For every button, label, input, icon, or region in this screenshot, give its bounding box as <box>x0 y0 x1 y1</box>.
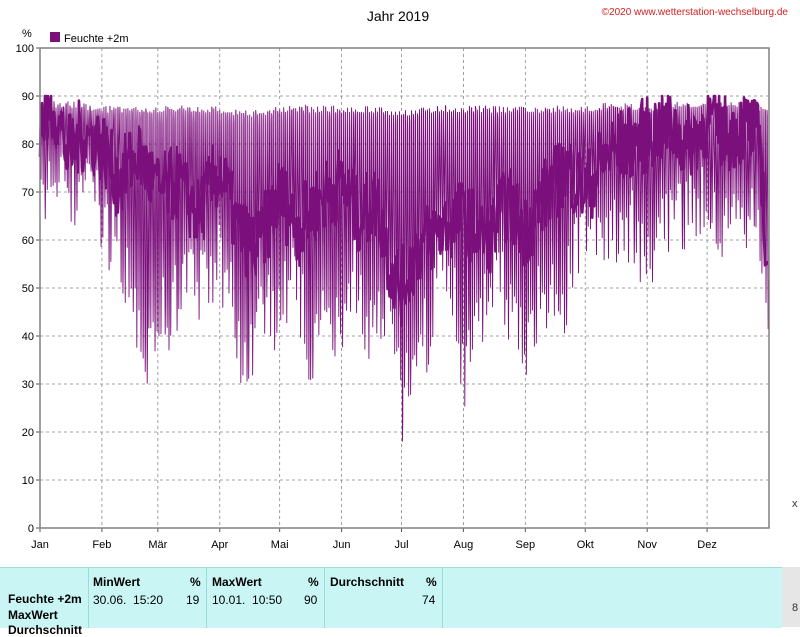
x-tick-label: Jan <box>31 539 49 551</box>
x-tick-label: Jul <box>394 539 408 551</box>
stats-label-column <box>0 568 89 628</box>
max-datetime: 10.01. 10:50 <box>212 593 283 607</box>
y-tick-label: 100 <box>16 43 34 55</box>
y-tick-label: 30 <box>22 379 34 391</box>
y-tick-label: 20 <box>22 427 34 439</box>
series-humidity <box>38 94 769 442</box>
plot-frame <box>39 47 770 529</box>
x-tick-label: Dez <box>697 539 717 551</box>
max-value: 90 <box>304 593 318 607</box>
avg-value: 74 <box>422 593 436 607</box>
min-header: MinWert <box>93 575 141 589</box>
min-value: 19 <box>186 593 200 607</box>
y-tick-label: 0 <box>28 523 34 535</box>
max-unit: % <box>308 575 319 589</box>
y-tick-label: 80 <box>22 139 34 151</box>
right-edge-strip <box>782 567 800 627</box>
min-unit: % <box>190 575 201 589</box>
legend-label: Feuchte +2m <box>64 33 129 45</box>
copyright-text: ©2020 www.wetterstation-wechselburg.de <box>602 7 789 18</box>
x-tick-label: Nov <box>637 539 657 551</box>
chart-title: Jahr 2019 <box>367 8 429 24</box>
x-tick-label: Aug <box>454 539 474 551</box>
y-tick-label: 70 <box>22 187 34 199</box>
x-tick-label: Sep <box>516 539 536 551</box>
y-tick-label: 40 <box>22 331 34 343</box>
edge-mark-8: 8 <box>792 602 799 614</box>
x-tick-label: Jun <box>333 539 351 551</box>
edge-mark-x: x <box>792 498 798 510</box>
x-tick-label: Mär <box>148 539 167 551</box>
stats-panel: Feuchte +2m MaxWert Durchschnitt MinWert… <box>0 567 782 637</box>
max-header: MaxWert <box>212 575 262 589</box>
x-axis: Jan Feb Mär Apr Mai Jun Jul Aug Sep Okt Nov Dez <box>31 528 717 551</box>
stats-max-column: MaxWert % 10.01. 10:50 90 <box>206 568 325 628</box>
y-tick-label: 90 <box>22 91 34 103</box>
y-unit-label: % <box>22 28 32 40</box>
avg-header: Durchschnitt <box>330 575 405 589</box>
x-tick-label: Feb <box>92 539 111 551</box>
x-tick-label: Mai <box>271 539 289 551</box>
y-tick-label: 10 <box>22 475 34 487</box>
stats-row-label: Feuchte +2m <box>8 592 82 606</box>
stats-min-column: MinWert % 30.06. 15:20 19 <box>88 568 207 628</box>
x-tick-label: Apr <box>211 539 228 551</box>
stats-row-label-2: MaxWert <box>8 608 58 622</box>
y-tick-label: 60 <box>22 235 34 247</box>
humidity-chart: Jahr 2019 ©2020 www.wetterstation-wechse… <box>16 7 789 551</box>
legend-swatch <box>50 32 60 42</box>
avg-unit: % <box>426 575 437 589</box>
min-datetime: 30.06. 15:20 <box>93 593 164 607</box>
y-tick-label: 50 <box>22 283 34 295</box>
stats-avg-column: Durchschnitt % 74 <box>324 568 443 628</box>
x-tick-label: Okt <box>577 539 594 551</box>
y-axis: 0 10 20 30 40 50 60 70 80 90 100 <box>16 43 40 535</box>
series-line-daily <box>38 94 769 327</box>
